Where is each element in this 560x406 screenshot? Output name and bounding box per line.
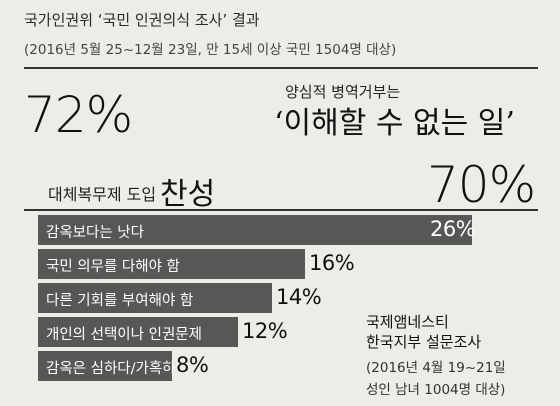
bar-3 (38, 283, 272, 313)
stat-alternative-service-support-label: 찬성 (160, 177, 216, 212)
bar-category-label: 국민 의무를 다해야 함 (46, 259, 180, 275)
bar-category-label: 다른 기회를 부여해야 함 (46, 293, 194, 309)
bar-category-label: 감옥은 심하다/가혹하다 (46, 361, 189, 377)
stat-incomprehensible-percent: 72% (24, 86, 133, 144)
source-name-line1: 국제앰네스티 (366, 313, 449, 331)
stat-incomprehensible-label-line2: ‘이해할 수 없는 일’ (274, 106, 515, 141)
survey-period-subtitle: (2016년 5월 25~12월 23일, 만 15세 이상 국민 1504명 … (24, 42, 397, 58)
bar-value-label: 12% (242, 319, 288, 343)
bar-category-label: 개인의 선택이나 인권문제 (46, 327, 202, 343)
top-divider (24, 67, 538, 69)
bar-2 (38, 249, 305, 279)
stat-alternative-service-label: 대체복무제 도입 (48, 185, 157, 204)
bar-value-label: 14% (276, 285, 322, 309)
bar-value-label: 8% (176, 353, 209, 377)
source-period-line1: (2016년 4월 19~21일 (366, 360, 506, 376)
chart-title: 국가인권위 ‘국민 인권의식 조사’ 결과 (24, 11, 260, 29)
source-name-line2: 한국지부 설문조사 (366, 333, 482, 351)
bar-1 (38, 215, 472, 245)
bar-category-label: 감옥보다는 낫다 (46, 225, 144, 241)
bar-5 (38, 351, 172, 381)
source-period-line2: 성인 남녀 1004명 대상) (366, 382, 506, 398)
stat-incomprehensible-label-line1: 양심적 병역거부는 (285, 83, 401, 101)
bar-value-label: 26% (430, 217, 476, 241)
middle-divider (24, 209, 538, 211)
stat-alternative-service-percent: 70% (427, 156, 536, 214)
bar-value-label: 16% (309, 251, 355, 275)
bar-4 (38, 317, 238, 347)
